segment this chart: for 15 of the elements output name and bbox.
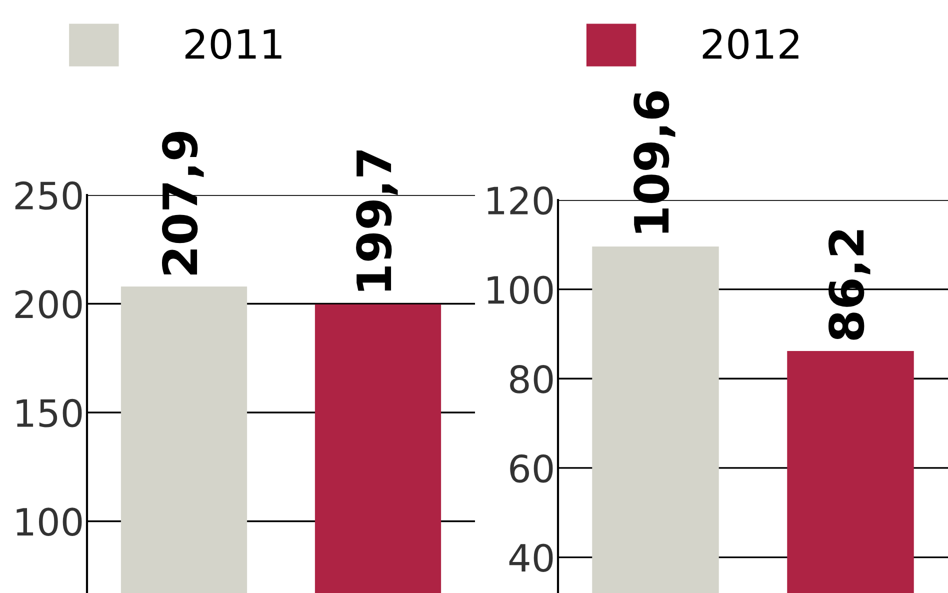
y-tick-label: 120 (488, 186, 553, 215)
y-tick-label: 80 (510, 365, 553, 394)
data-label: 86,2 (828, 230, 870, 340)
y-tick-label: 250 (15, 181, 82, 210)
legend-label: 2012 (702, 28, 798, 60)
data-label: 109,6 (633, 91, 676, 233)
y-tick-label: 40 (509, 544, 553, 572)
data-label: 199,7 (356, 150, 398, 291)
y-tick-label: 200 (15, 290, 82, 319)
y-tick-label: 100 (488, 276, 553, 304)
y-tick-label: 60 (510, 454, 553, 483)
data-label: 207,9 (162, 132, 204, 274)
y-tick-label: 100 (16, 508, 82, 536)
y-tick-label: 150 (16, 398, 82, 428)
legend-label: 2011 (185, 28, 282, 60)
